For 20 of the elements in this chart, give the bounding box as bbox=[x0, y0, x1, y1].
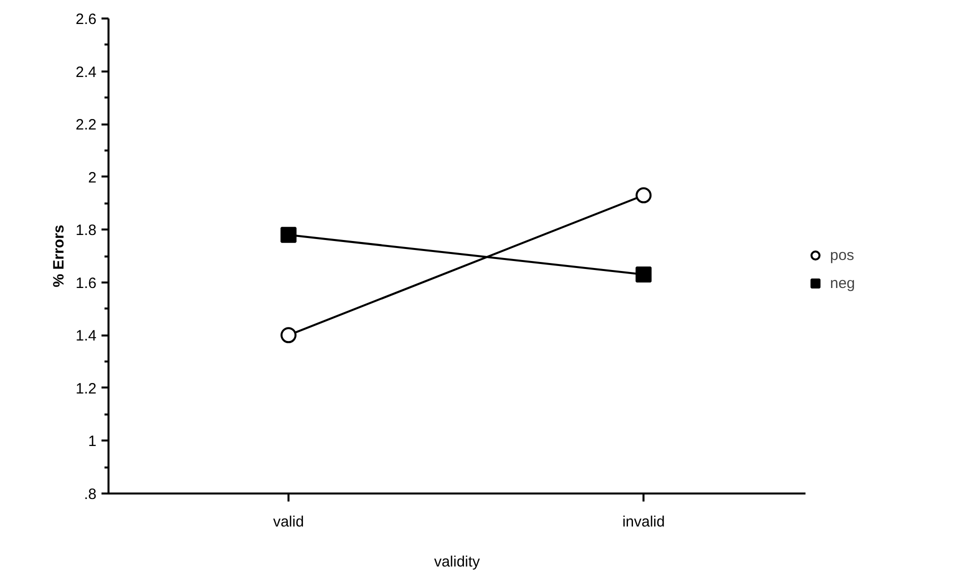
y-tick-label: 2.2 bbox=[76, 116, 97, 134]
y-tick-label: 1 bbox=[88, 433, 96, 450]
y-tick-label: 1.2 bbox=[76, 380, 97, 398]
legend-label: neg bbox=[830, 274, 856, 292]
y-tick-label: 1.4 bbox=[76, 328, 97, 345]
x-tick-label: valid bbox=[273, 514, 304, 530]
point bbox=[280, 226, 297, 243]
y-tick-label: .8 bbox=[84, 486, 97, 503]
x-axis-title: validity bbox=[434, 554, 480, 570]
x-tick-label: invalid bbox=[622, 514, 665, 530]
legend-label: pos bbox=[830, 246, 854, 264]
y-tick-label: 2.4 bbox=[76, 64, 97, 81]
y-tick-label: 1.8 bbox=[76, 222, 97, 240]
point bbox=[636, 187, 652, 204]
point bbox=[636, 266, 652, 282]
point bbox=[280, 327, 297, 344]
y-tick-label: 2 bbox=[88, 169, 96, 186]
y-tick-label: 1.6 bbox=[76, 274, 97, 292]
y-tick-label: 2.6 bbox=[76, 11, 97, 28]
y-axis-title: % Errors bbox=[50, 224, 68, 288]
